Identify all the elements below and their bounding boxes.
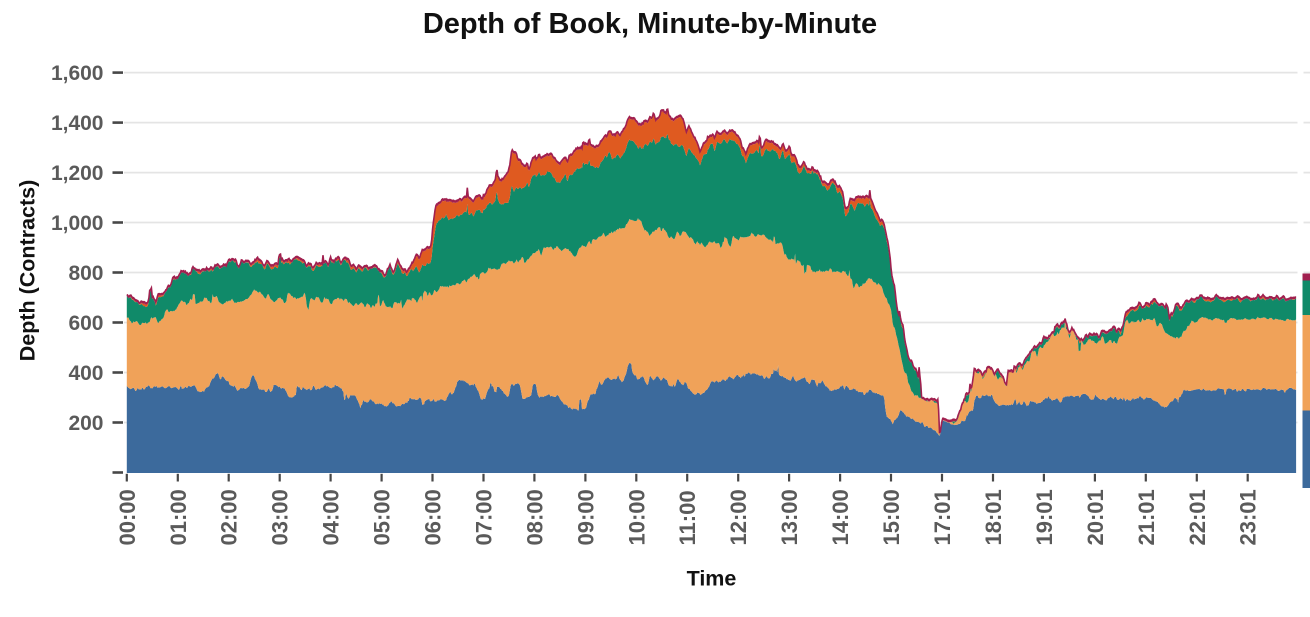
svg-text:600: 600	[68, 312, 103, 335]
svg-text:07:00: 07:00	[472, 489, 497, 545]
svg-text:Time: Time	[687, 567, 737, 591]
svg-text:20:01: 20:01	[1083, 489, 1108, 545]
svg-text:05:00: 05:00	[370, 489, 395, 545]
svg-text:03:00: 03:00	[268, 489, 293, 545]
svg-text:02:00: 02:00	[217, 489, 242, 545]
svg-text:23:01: 23:01	[1236, 489, 1261, 545]
svg-text:14:00: 14:00	[828, 489, 853, 545]
svg-text:13:00: 13:00	[777, 489, 802, 545]
svg-text:12:00: 12:00	[726, 489, 751, 545]
svg-text:06:00: 06:00	[421, 489, 446, 545]
svg-text:400: 400	[68, 362, 103, 385]
svg-text:Depth of Book, Minute-by-Minut: Depth of Book, Minute-by-Minute	[423, 8, 877, 40]
svg-text:09:00: 09:00	[573, 489, 598, 545]
svg-text:19:01: 19:01	[1032, 489, 1057, 545]
svg-text:15:00: 15:00	[879, 489, 904, 545]
svg-text:200: 200	[68, 412, 103, 435]
svg-text:17:01: 17:01	[930, 489, 955, 545]
svg-text:800: 800	[68, 262, 103, 285]
svg-text:Depth (Contracts): Depth (Contracts)	[16, 180, 40, 362]
svg-text:18:01: 18:01	[981, 489, 1006, 545]
svg-text:1,200: 1,200	[51, 162, 104, 185]
svg-text:00:00: 00:00	[115, 489, 140, 545]
svg-text:1,000: 1,000	[51, 212, 104, 235]
svg-text:1,400: 1,400	[51, 112, 104, 135]
svg-text:04:00: 04:00	[319, 489, 344, 545]
svg-text:22:01: 22:01	[1185, 489, 1210, 545]
svg-text:10:00: 10:00	[624, 489, 649, 545]
svg-text:08:00: 08:00	[522, 489, 547, 545]
svg-text:1,600: 1,600	[51, 62, 104, 85]
svg-text:11:00: 11:00	[675, 490, 700, 545]
svg-text:21:01: 21:01	[1134, 489, 1159, 545]
svg-text:01:00: 01:00	[166, 489, 191, 545]
